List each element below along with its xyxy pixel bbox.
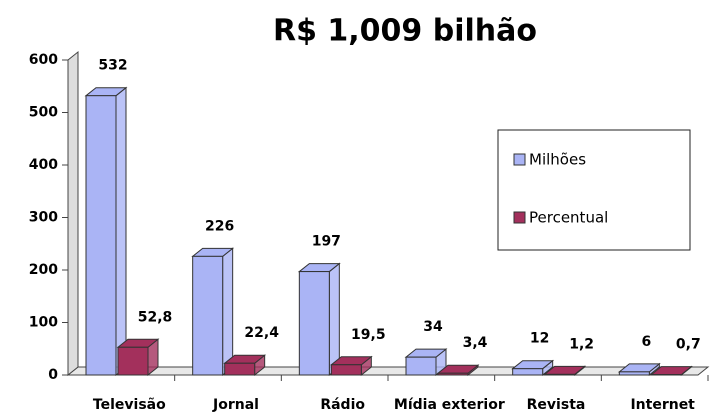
bar: [511, 359, 555, 377]
y-tick-label: 400: [29, 157, 58, 173]
bar: [84, 86, 128, 377]
y-tick-label: 200: [29, 262, 58, 278]
bar: [191, 247, 235, 377]
x-tick-label: Internet: [630, 397, 695, 413]
y-tick-label: 500: [29, 105, 58, 121]
legend-swatch: [513, 153, 526, 166]
data-label: 1,2: [569, 336, 594, 352]
x-tick-label: Rádio: [320, 397, 365, 413]
bar-front: [618, 371, 650, 376]
bar-front: [192, 255, 224, 376]
legend-box: [497, 129, 691, 251]
data-label: 197: [312, 234, 341, 250]
y-tick-label: 100: [29, 315, 58, 331]
y-tick-label: 0: [48, 367, 58, 383]
bar: [617, 362, 661, 377]
x-tick-label: Jornal: [212, 397, 259, 413]
bar-side: [115, 86, 127, 377]
y-axis-wall: [67, 50, 79, 377]
bar: [436, 364, 480, 377]
data-label: 19,5: [351, 327, 386, 343]
data-label: 0,7: [676, 337, 701, 353]
legend-label: Milhões: [529, 151, 586, 169]
x-tick-label: Televisão: [93, 397, 166, 413]
x-tick-label: Revista: [527, 397, 586, 413]
data-label: 3,4: [463, 335, 488, 351]
y-tick-label: 300: [29, 210, 58, 226]
data-label: 12: [530, 331, 549, 347]
bar-front: [405, 356, 437, 376]
bar-side: [328, 262, 340, 377]
bar: [329, 355, 373, 377]
bar-front: [544, 373, 576, 376]
bar-front: [512, 368, 544, 376]
bar-front: [298, 271, 330, 376]
legend-swatch: [513, 211, 526, 224]
bar: [116, 338, 160, 377]
data-label: 52,8: [138, 309, 173, 325]
chart-title: R$ 1,009 bilhão: [273, 14, 537, 49]
y-tick-label: 600: [29, 52, 58, 68]
data-label: 226: [205, 218, 234, 234]
bar: [223, 354, 267, 377]
data-label: 532: [98, 58, 127, 74]
bar: [297, 262, 341, 377]
bar-front: [117, 346, 149, 376]
bar: [543, 365, 587, 377]
legend-label: Percentual: [529, 209, 608, 227]
bar: [649, 365, 693, 377]
bar-front: [224, 362, 256, 376]
bar-front: [330, 364, 362, 376]
bar: [404, 348, 448, 377]
data-label: 6: [641, 334, 651, 350]
bar-side: [222, 247, 234, 377]
bar-front: [437, 372, 469, 376]
x-tick-label: Mídia exterior: [394, 397, 505, 413]
bar-front: [85, 95, 117, 376]
floor: [66, 366, 710, 376]
data-label: 22,4: [244, 325, 279, 341]
data-label: 34: [423, 319, 443, 335]
